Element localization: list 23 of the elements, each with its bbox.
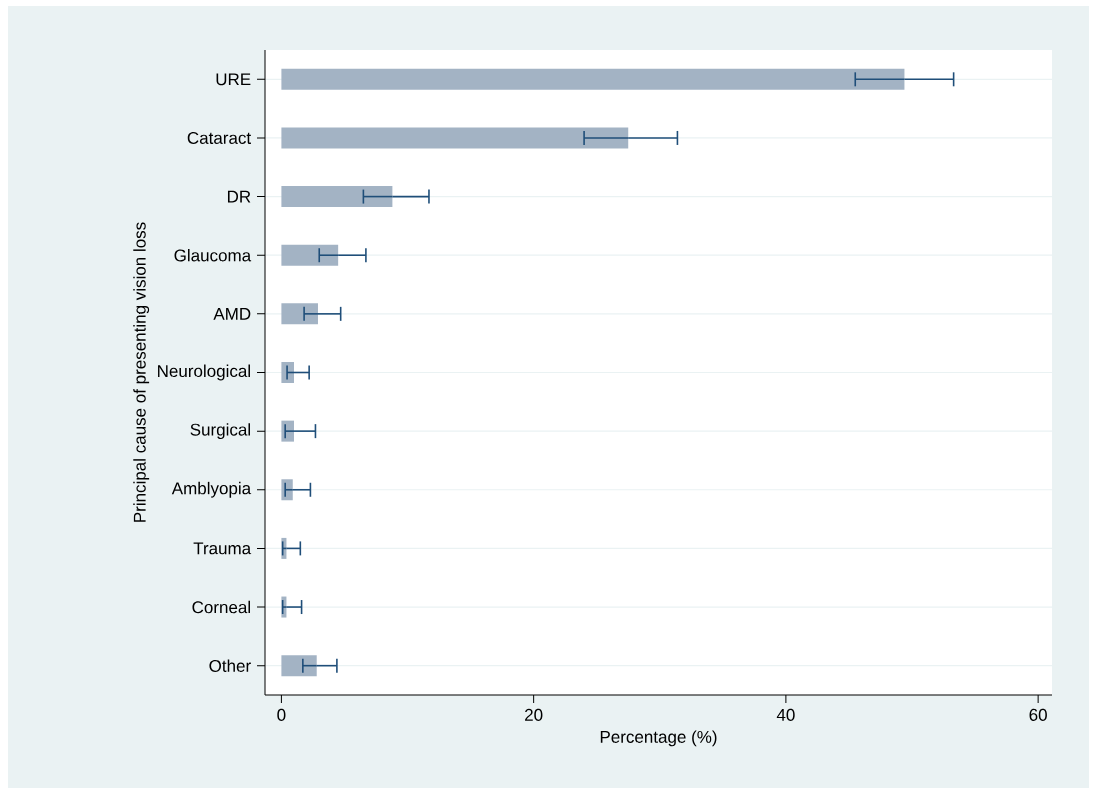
x-axis-title: Percentage (%) [600, 730, 717, 747]
y-tick-label: AMD [213, 308, 251, 320]
x-tick-label: 0 [277, 708, 286, 721]
y-tick-label: DR [227, 190, 251, 203]
bar [281, 68, 905, 90]
y-tick-label: Other [209, 659, 251, 672]
y-tick-label: Trauma [193, 542, 252, 555]
y-tick-label: Amblyopia [171, 481, 252, 498]
bar [281, 303, 318, 325]
bar [281, 244, 339, 266]
bar [281, 655, 317, 677]
y-tick-label: Neurological [158, 364, 250, 381]
x-tick-label: 20 [525, 708, 543, 721]
x-tick-label: 60 [1029, 708, 1047, 721]
y-tick-label: Corneal [192, 600, 250, 614]
y-tick-label: URE [216, 73, 251, 86]
y-tick-label: Cataract [187, 131, 251, 144]
bar [281, 127, 629, 149]
x-tick-label: 40 [776, 708, 795, 721]
y-axis-title: Principal cause of presenting vision loss [133, 222, 150, 522]
y-tick-label: Glaucoma [174, 248, 252, 262]
y-tick-label: Surgical [190, 423, 250, 440]
bar [281, 186, 393, 208]
